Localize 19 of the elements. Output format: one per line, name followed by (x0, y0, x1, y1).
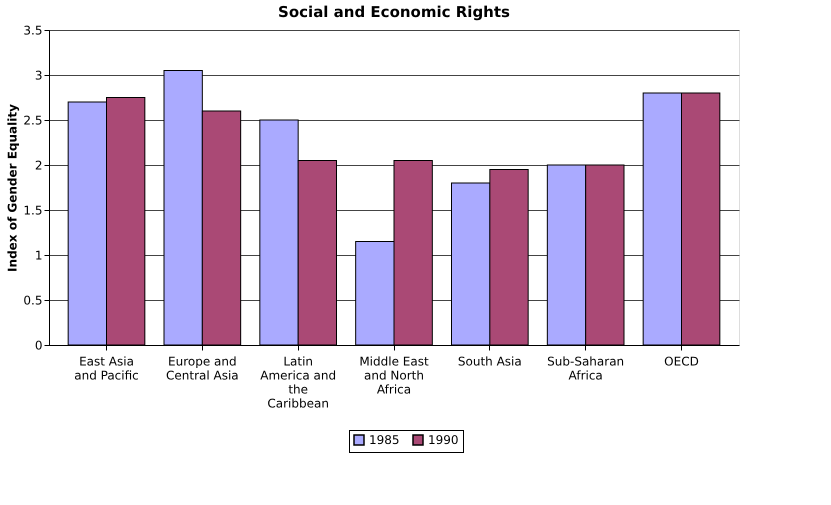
y-axis-title: Index of Gender Equality (5, 104, 20, 272)
y-tick-label: 2 (34, 158, 42, 172)
y-tick-label: 3.5 (23, 24, 42, 38)
x-tick-label: East Asia and Pacific (74, 354, 139, 382)
legend-label: 1985 (369, 433, 400, 447)
y-tick-label: 0 (34, 338, 42, 352)
y-tick-label: 1.5 (23, 204, 42, 218)
x-tick-label: Middle East and North Africa (359, 354, 429, 396)
x-tick-label: Latin America and the Caribbean (260, 354, 336, 410)
chart-title: Social and Economic Rights (278, 3, 510, 21)
y-tick-label: 2.5 (23, 114, 42, 128)
x-tick-label: South Asia (458, 354, 522, 368)
x-tick-label: OECD (664, 354, 699, 368)
x-tick-label: Europe and Central Asia (166, 354, 239, 382)
x-tick-label: Sub-Saharan Africa (547, 354, 624, 382)
y-tick-label: 3 (34, 68, 42, 82)
legend-label: 1990 (428, 433, 459, 447)
y-tick-label: 0.5 (23, 294, 42, 308)
y-tick-label: 1 (34, 248, 42, 262)
